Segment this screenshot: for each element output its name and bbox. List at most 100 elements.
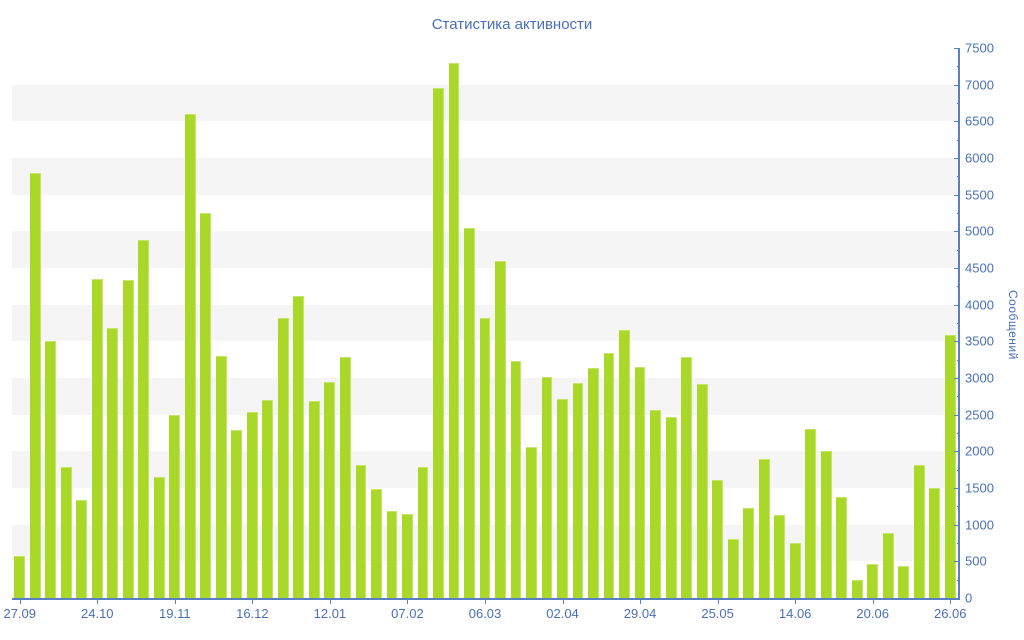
bar[interactable] xyxy=(277,317,289,598)
bar[interactable] xyxy=(789,543,801,598)
bar[interactable] xyxy=(665,416,677,598)
y-minor-tick xyxy=(957,579,960,581)
bar[interactable] xyxy=(231,430,243,598)
x-tick-label: 02.04 xyxy=(546,606,579,621)
grid-band xyxy=(12,158,958,195)
bar[interactable] xyxy=(619,329,630,598)
bar[interactable] xyxy=(727,539,739,598)
y-tick-label: 6000 xyxy=(965,150,994,166)
y-tick-label: 5000 xyxy=(965,223,994,239)
y-major-tick xyxy=(954,231,960,233)
bar[interactable] xyxy=(200,213,212,598)
bar[interactable] xyxy=(215,356,227,598)
bar[interactable] xyxy=(898,565,910,598)
bar[interactable] xyxy=(433,88,444,598)
x-tick-label: 20.06 xyxy=(856,606,889,621)
bar[interactable] xyxy=(805,429,817,598)
y-minor-tick xyxy=(957,176,960,178)
bar[interactable] xyxy=(681,357,693,598)
bar[interactable] xyxy=(588,368,599,598)
bar[interactable] xyxy=(29,172,41,598)
x-tick xyxy=(97,600,99,604)
y-minor-tick xyxy=(957,396,960,398)
bar[interactable] xyxy=(169,414,181,598)
bar[interactable] xyxy=(448,62,460,598)
bar[interactable] xyxy=(929,488,941,598)
y-tick-label: 500 xyxy=(965,553,987,569)
bar[interactable] xyxy=(634,367,646,598)
bar[interactable] xyxy=(464,227,475,598)
bar[interactable] xyxy=(882,532,894,598)
y-tick-label: 3500 xyxy=(965,333,994,349)
y-minor-tick xyxy=(957,213,960,214)
bar[interactable] xyxy=(603,353,615,598)
y-major-tick xyxy=(954,304,960,306)
bar[interactable] xyxy=(293,295,305,598)
bar[interactable] xyxy=(339,357,351,598)
bar[interactable] xyxy=(572,383,584,598)
x-tick xyxy=(640,600,642,604)
bar[interactable] xyxy=(944,335,956,598)
y-major-tick xyxy=(954,451,960,453)
bar[interactable] xyxy=(650,410,661,598)
bar[interactable] xyxy=(60,467,72,598)
y-minor-tick xyxy=(957,249,960,251)
bar[interactable] xyxy=(371,489,382,598)
bar[interactable] xyxy=(184,114,196,598)
bar[interactable] xyxy=(107,328,119,598)
x-tick xyxy=(795,600,797,604)
bar[interactable] xyxy=(851,579,863,598)
bar[interactable] xyxy=(262,400,274,598)
bar[interactable] xyxy=(76,500,88,598)
bar[interactable] xyxy=(541,376,553,598)
y-major-tick xyxy=(954,341,960,343)
bar[interactable] xyxy=(91,279,103,598)
bar[interactable] xyxy=(495,260,506,598)
bar[interactable] xyxy=(355,464,367,598)
bar[interactable] xyxy=(386,511,398,598)
chart-title: Статистика активности xyxy=(431,16,593,33)
bar[interactable] xyxy=(557,398,568,598)
bar[interactable] xyxy=(153,477,165,598)
y-axis-title: Сообщений xyxy=(1006,290,1020,360)
bar[interactable] xyxy=(820,451,832,598)
x-tick-label: 24.10 xyxy=(81,606,114,621)
y-tick-label: 0 xyxy=(965,590,973,606)
bar[interactable] xyxy=(913,464,925,598)
bar[interactable] xyxy=(14,556,26,598)
y-minor-tick xyxy=(957,66,960,68)
x-tick-label: 16.12 xyxy=(236,606,269,621)
x-tick xyxy=(717,600,719,604)
bar[interactable] xyxy=(712,479,724,598)
bar[interactable] xyxy=(867,564,879,598)
y-major-tick xyxy=(954,158,960,159)
bar[interactable] xyxy=(246,411,258,598)
y-tick-label: 7000 xyxy=(965,77,994,93)
bar[interactable] xyxy=(526,446,537,598)
grid-band xyxy=(12,231,958,268)
bar[interactable] xyxy=(743,507,755,598)
bar[interactable] xyxy=(836,496,848,598)
bar[interactable] xyxy=(122,280,134,598)
bar[interactable] xyxy=(479,317,491,598)
x-tick-label: 12.01 xyxy=(313,606,347,621)
bar[interactable] xyxy=(45,341,57,598)
bar[interactable] xyxy=(308,401,320,598)
bar[interactable] xyxy=(696,383,708,598)
y-major-tick xyxy=(954,561,960,563)
y-major-tick xyxy=(954,84,960,86)
x-tick xyxy=(174,600,176,604)
bar[interactable] xyxy=(774,515,786,598)
bar[interactable] xyxy=(758,459,770,598)
bar[interactable] xyxy=(417,466,429,598)
bar[interactable] xyxy=(510,361,522,598)
x-tick xyxy=(407,600,409,604)
y-minor-tick xyxy=(957,543,960,544)
x-tick-label: 19.11 xyxy=(159,606,191,621)
y-tick-label: 2000 xyxy=(965,443,994,459)
y-major-tick xyxy=(954,378,960,379)
bar[interactable] xyxy=(324,382,336,598)
bar[interactable] xyxy=(402,514,413,598)
bar[interactable] xyxy=(138,240,150,598)
